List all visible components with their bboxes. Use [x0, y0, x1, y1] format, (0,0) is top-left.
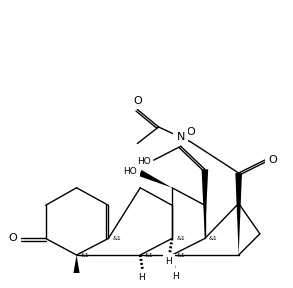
Polygon shape	[235, 173, 242, 255]
Text: H: H	[165, 257, 172, 266]
Polygon shape	[202, 169, 208, 238]
Text: O: O	[186, 127, 195, 137]
Text: &1: &1	[176, 236, 185, 241]
Text: H: H	[172, 272, 179, 281]
Text: N: N	[177, 132, 185, 142]
Polygon shape	[73, 255, 80, 274]
Polygon shape	[139, 170, 172, 188]
Text: HO: HO	[137, 157, 150, 166]
Text: &1: &1	[113, 236, 121, 241]
Text: &1: &1	[176, 253, 185, 257]
Text: HO: HO	[123, 167, 137, 176]
Text: O: O	[268, 155, 277, 165]
Text: &1: &1	[144, 253, 153, 257]
Text: &1: &1	[209, 236, 218, 241]
Text: O: O	[8, 234, 17, 243]
Text: &1: &1	[81, 253, 89, 257]
Text: O: O	[133, 96, 142, 106]
Text: H: H	[139, 273, 145, 282]
